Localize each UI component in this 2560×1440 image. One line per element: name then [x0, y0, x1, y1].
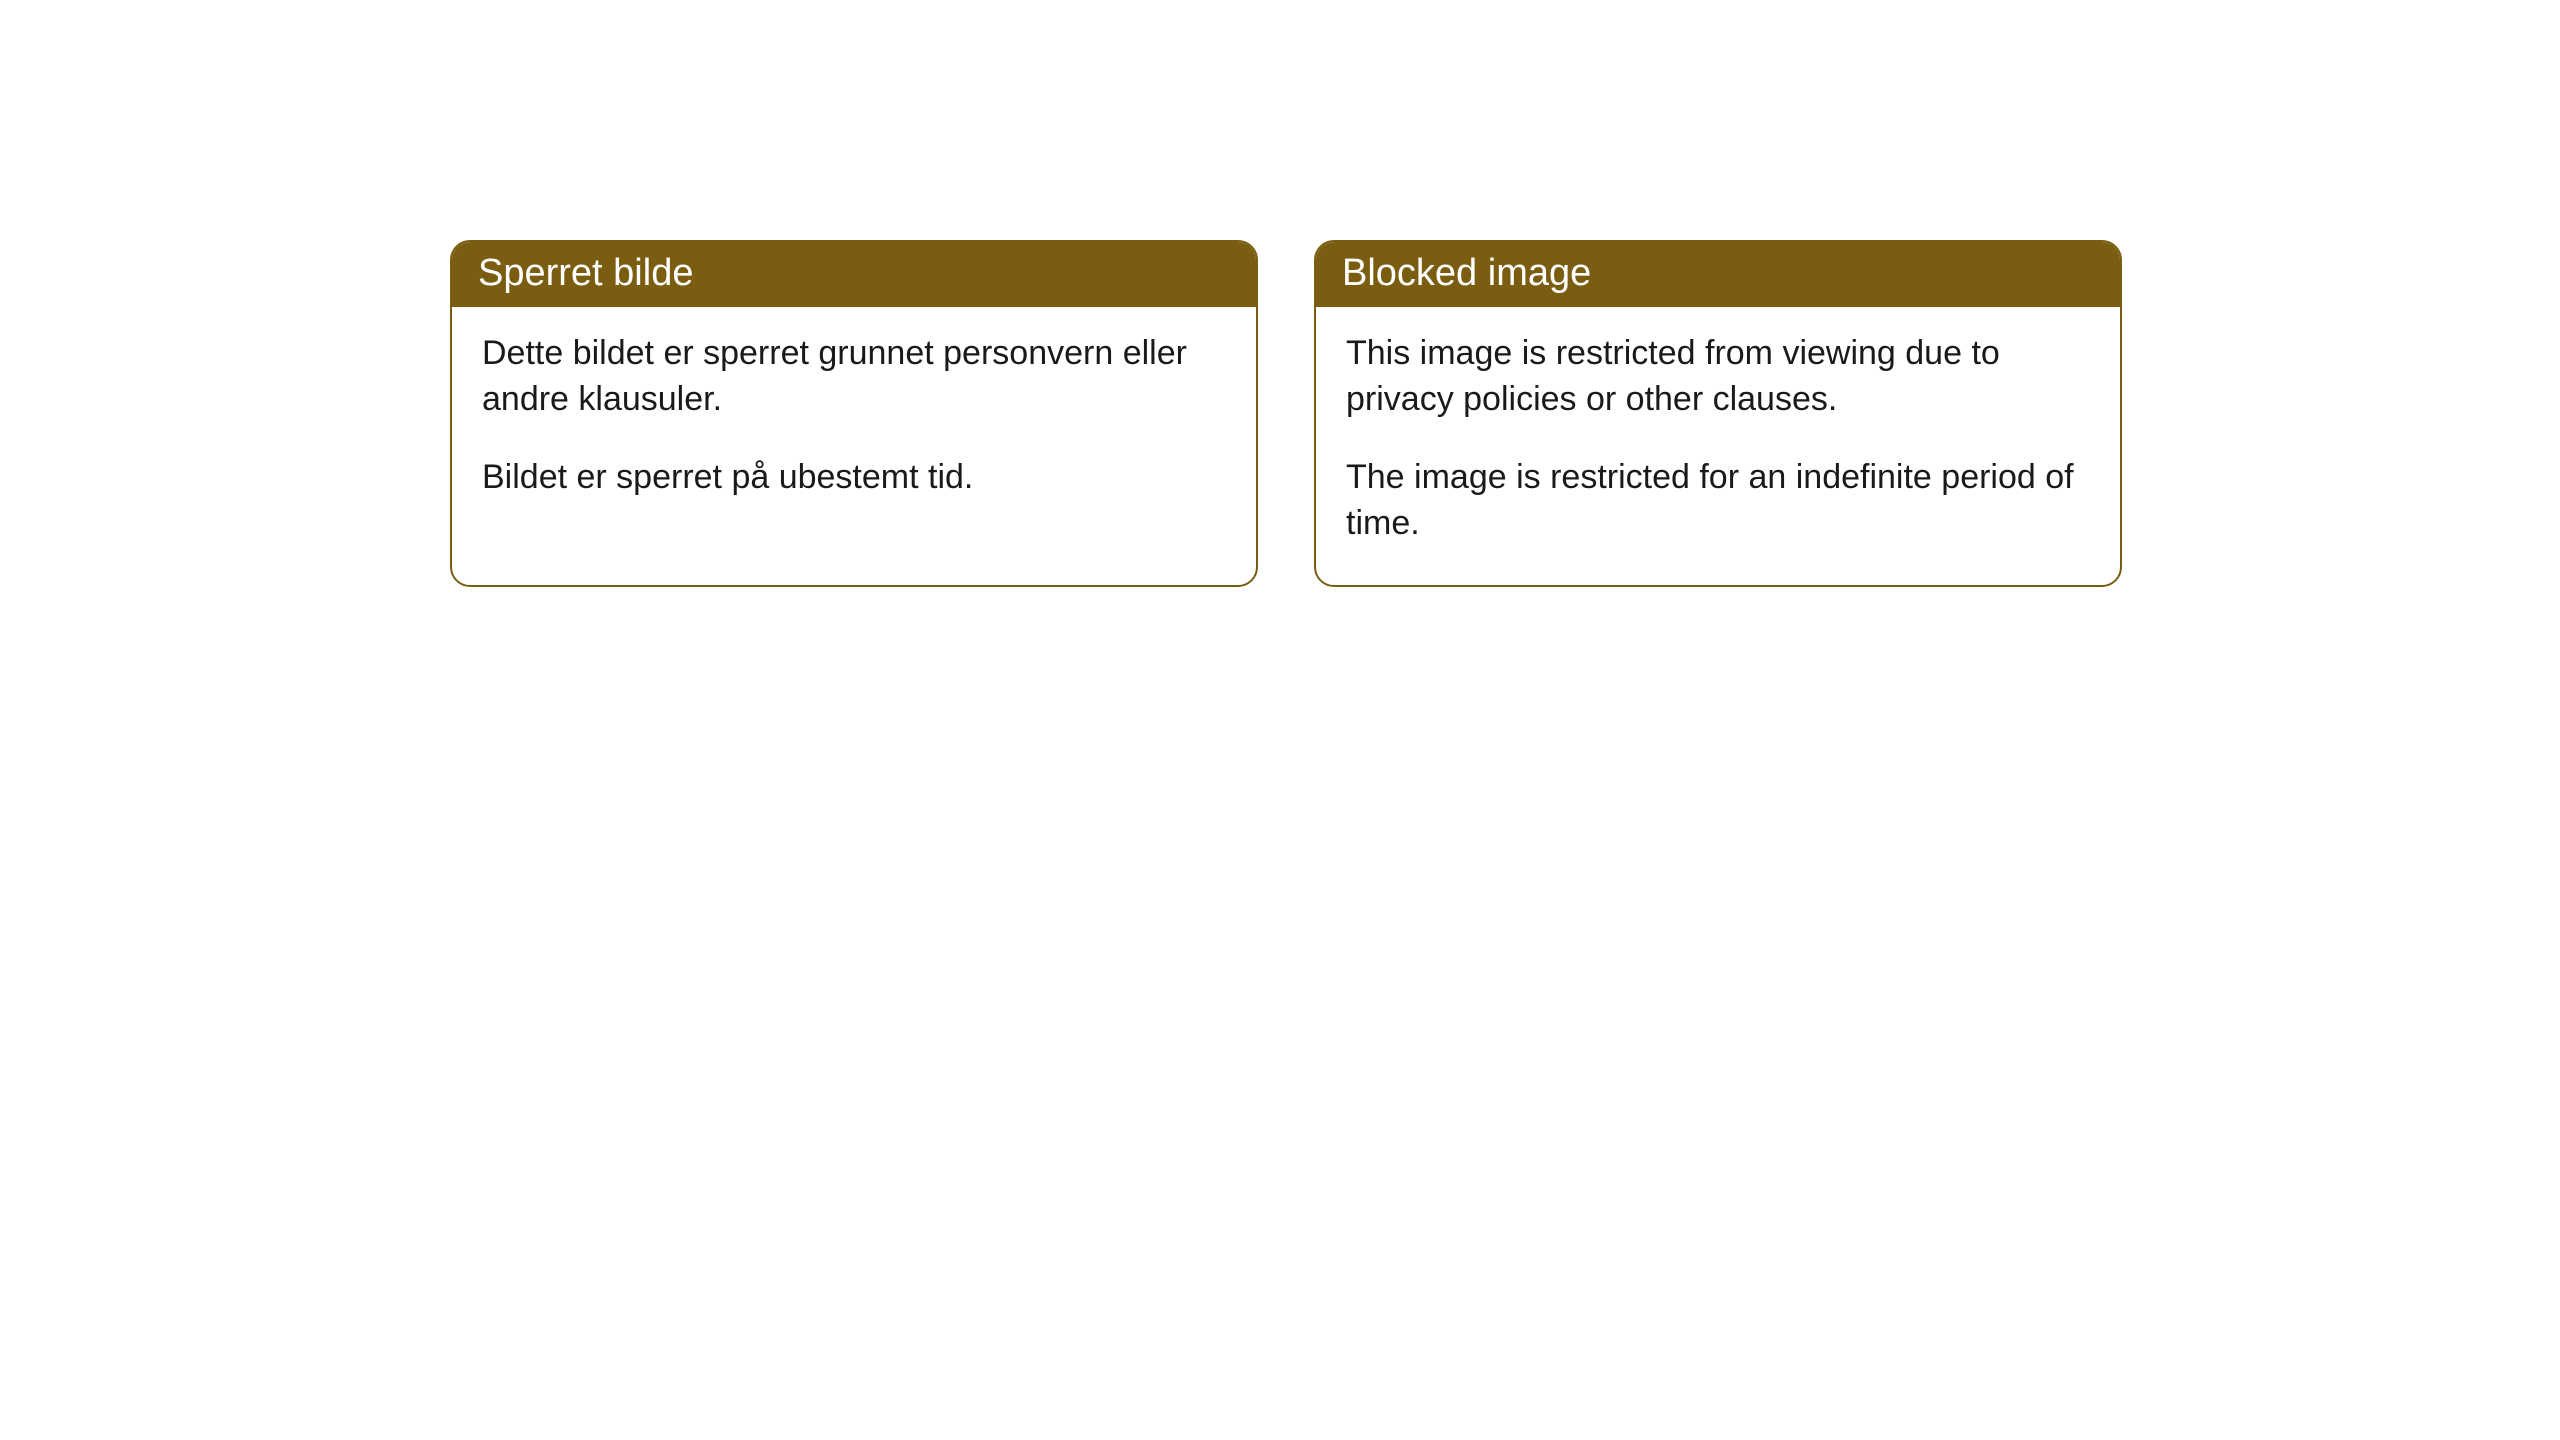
card-title-no: Sperret bilde [452, 242, 1256, 307]
card-paragraph-en-1: This image is restricted from viewing du… [1346, 331, 2090, 423]
notice-container: Sperret bilde Dette bildet er sperret gr… [0, 0, 2560, 587]
card-body-no: Dette bildet er sperret grunnet personve… [452, 307, 1256, 539]
card-paragraph-en-2: The image is restricted for an indefinit… [1346, 455, 2090, 547]
card-paragraph-no-2: Bildet er sperret på ubestemt tid. [482, 455, 1226, 501]
blocked-image-card-no: Sperret bilde Dette bildet er sperret gr… [450, 240, 1258, 587]
card-body-en: This image is restricted from viewing du… [1316, 307, 2120, 585]
blocked-image-card-en: Blocked image This image is restricted f… [1314, 240, 2122, 587]
card-title-en: Blocked image [1316, 242, 2120, 307]
card-paragraph-no-1: Dette bildet er sperret grunnet personve… [482, 331, 1226, 423]
